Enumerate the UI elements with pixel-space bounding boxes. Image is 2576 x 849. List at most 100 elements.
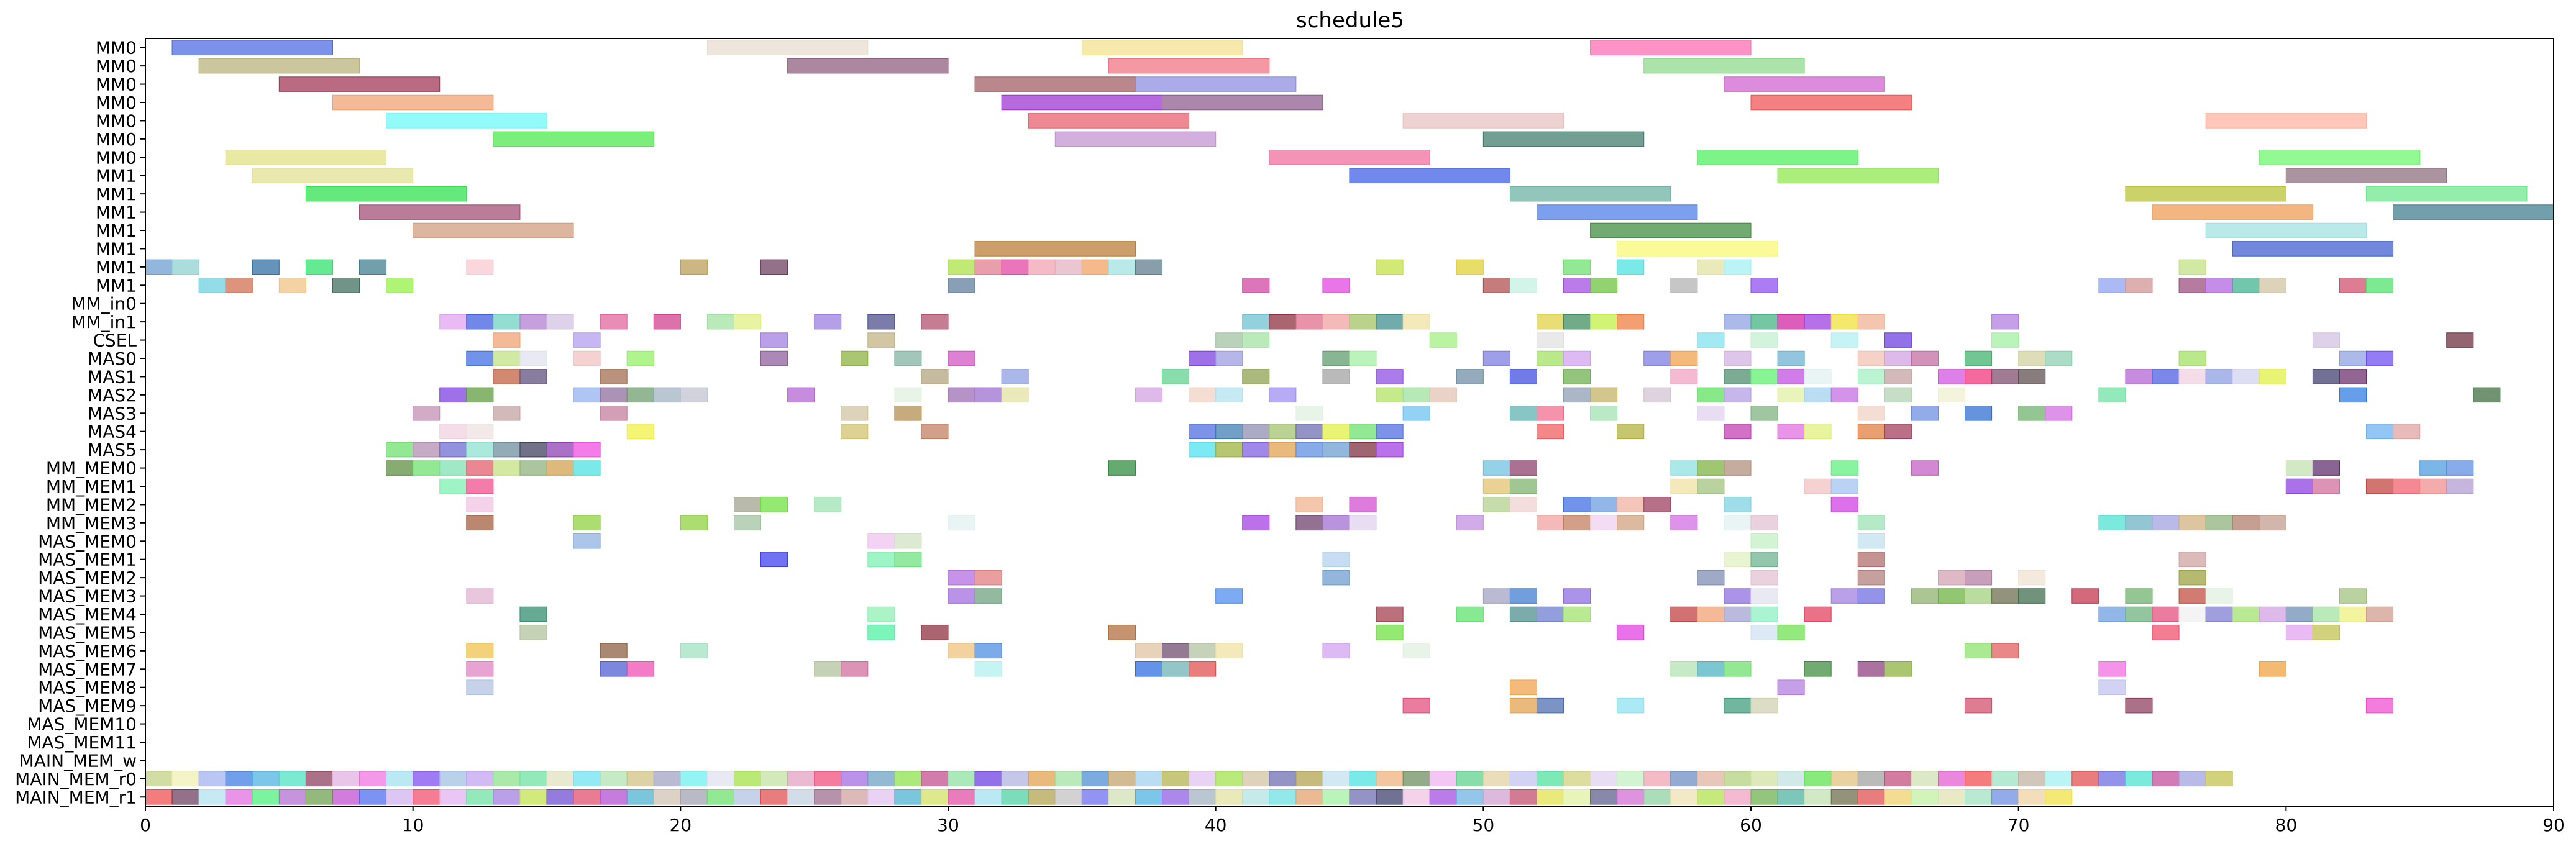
task-bar <box>760 497 788 512</box>
task-bar <box>305 259 333 275</box>
y-tick-label: MAS_MEM6 <box>38 641 137 661</box>
task-bar <box>1563 278 1591 293</box>
y-tick-label: MAS0 <box>88 348 137 369</box>
task-bar <box>974 661 1002 677</box>
task-bar <box>519 460 547 476</box>
task-bar <box>2339 369 2367 384</box>
task-bar <box>2045 771 2073 787</box>
task-bar <box>1536 406 1564 421</box>
task-bar <box>519 789 547 805</box>
task-bar <box>332 789 360 805</box>
task-bar <box>600 661 628 677</box>
task-bar <box>171 789 199 805</box>
task-bar <box>894 350 922 366</box>
task-bar <box>1750 278 1778 293</box>
task-bar <box>1750 332 1778 348</box>
task-bar <box>948 350 975 366</box>
task-bar <box>1215 424 1243 439</box>
task-bar <box>1536 332 1564 348</box>
task-bar <box>573 332 601 348</box>
task-bar <box>1402 314 1430 330</box>
task-bar <box>1830 460 1858 476</box>
task-bar <box>1724 497 1752 512</box>
x-tick-label: 50 <box>1473 815 1495 835</box>
task-bar <box>1724 661 1752 677</box>
task-bar <box>921 314 949 330</box>
task-bar <box>1724 369 1752 384</box>
task-bar <box>466 424 494 439</box>
task-bar <box>1563 314 1591 330</box>
task-bar <box>2178 515 2206 531</box>
task-bar <box>948 771 975 787</box>
task-bar <box>1590 314 1618 330</box>
task-bar <box>1162 369 1190 384</box>
task-bar <box>1670 478 1698 494</box>
task-bar <box>1189 442 1217 458</box>
task-bar <box>1536 789 1564 805</box>
task-bar <box>2125 369 2153 384</box>
task-bar <box>386 771 414 787</box>
task-bar <box>1349 497 1377 512</box>
task-bar <box>1857 533 1885 549</box>
axes <box>140 38 2554 811</box>
task-bar <box>1617 259 1645 275</box>
task-bar <box>1322 369 1350 384</box>
task-bar <box>413 460 441 476</box>
task-bar <box>1724 424 1752 439</box>
y-tick-label: MM0 <box>96 56 137 76</box>
task-bar <box>1376 606 1404 622</box>
task-bar <box>1991 588 2019 604</box>
y-tick-label: MM1 <box>96 220 137 241</box>
task-bar <box>2339 606 2367 622</box>
y-tick-label: MAS4 <box>88 422 137 442</box>
task-bar <box>1563 789 1591 805</box>
task-bar <box>1697 478 1725 494</box>
y-tick-label: MM_in1 <box>71 312 137 332</box>
task-bar <box>386 278 414 293</box>
task-bar <box>2152 606 2180 622</box>
task-bar <box>546 771 574 787</box>
task-bar <box>653 314 681 330</box>
y-tick-label: MAS_MEM3 <box>38 586 137 607</box>
y-tick-label: MAS2 <box>88 385 137 406</box>
task-bar <box>1830 789 1858 805</box>
task-bar <box>1697 460 1725 476</box>
task-bar <box>546 442 574 458</box>
task-bar <box>1242 789 1270 805</box>
task-bar <box>1884 789 1912 805</box>
task-bar <box>600 643 628 659</box>
task-bar <box>1750 771 1778 787</box>
y-tick-label: MM1 <box>96 202 137 223</box>
task-bar <box>2259 661 2286 677</box>
task-bar <box>2339 387 2367 403</box>
task-bar <box>974 241 1136 257</box>
task-bar <box>1670 278 1698 293</box>
task-bar <box>2285 478 2313 494</box>
task-bar <box>439 387 467 403</box>
task-bar <box>1135 771 1163 787</box>
task-bar <box>2232 278 2260 293</box>
task-bar <box>2125 771 2153 787</box>
task-bar <box>921 625 949 640</box>
task-bar <box>1028 771 1056 787</box>
task-bar <box>1777 350 1805 366</box>
task-bar <box>2205 222 2367 238</box>
task-bar <box>1215 643 1243 659</box>
task-bar <box>1482 131 1645 147</box>
task-bar <box>1724 697 1752 714</box>
task-bar <box>1804 771 1832 787</box>
task-bar <box>1724 771 1752 787</box>
task-bar <box>867 533 895 549</box>
task-bar <box>1777 789 1805 805</box>
task-bar <box>1269 789 1297 805</box>
task-bar <box>1804 606 1832 622</box>
task-bar <box>787 58 949 74</box>
y-tick-label: MAS5 <box>88 440 137 460</box>
task-bar <box>1456 259 1484 275</box>
task-bar <box>2339 278 2367 293</box>
task-bar <box>1376 442 1404 458</box>
task-bar <box>2098 771 2126 787</box>
y-tick-label: MAS_MEM2 <box>38 568 137 588</box>
task-bar <box>600 369 628 384</box>
task-bar <box>1269 424 1297 439</box>
